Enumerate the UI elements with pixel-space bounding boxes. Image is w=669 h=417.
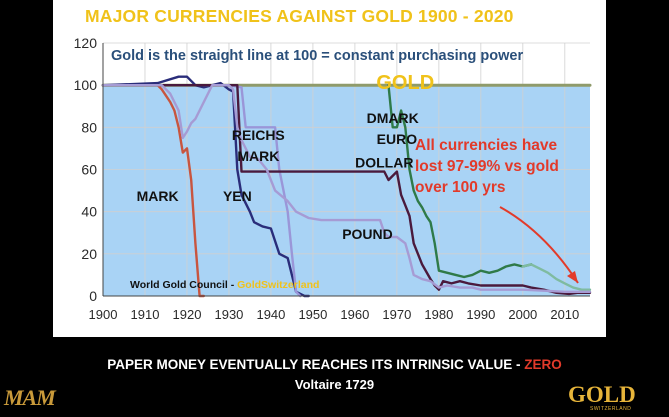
goldswitzerland-logo: GOLD bbox=[568, 382, 636, 407]
x-tick-label: 1900 bbox=[89, 307, 118, 322]
source-label: World Gold Council - GoldSwitzerland bbox=[130, 279, 319, 291]
y-tick-label: 0 bbox=[89, 288, 97, 304]
y-tick-label: 100 bbox=[74, 77, 98, 93]
x-tick-label: 1980 bbox=[424, 307, 453, 322]
y-tick-label: 80 bbox=[81, 119, 97, 135]
y-tick-label: 20 bbox=[81, 246, 97, 262]
series-label-reichs-mark: REICHS bbox=[232, 127, 285, 143]
series-label-mark: MARK bbox=[137, 188, 179, 204]
annotation-arrow bbox=[499, 206, 579, 284]
x-tick-label: 2010 bbox=[550, 307, 579, 322]
mam-logo: MAM bbox=[4, 385, 56, 410]
chart-subtitle: Gold is the straight line at 100 = const… bbox=[111, 48, 523, 64]
x-tick-label: 1920 bbox=[173, 307, 202, 322]
y-tick-label: 60 bbox=[81, 162, 97, 178]
x-tick-label: 1910 bbox=[131, 307, 160, 322]
y-tick-label: 120 bbox=[74, 35, 98, 51]
x-tick-label: 2000 bbox=[508, 307, 537, 322]
annotation-line: lost 97-99% vs gold bbox=[415, 158, 559, 175]
series-label-pound: POUND bbox=[342, 226, 393, 242]
x-tick-label: 1930 bbox=[214, 307, 243, 322]
series-line-yen bbox=[101, 75, 310, 298]
series-label-euro: EURO bbox=[377, 131, 418, 147]
series-line-mark bbox=[101, 84, 205, 298]
goldswitzerland-logo-subtitle: SWITZERLAND bbox=[590, 406, 632, 412]
x-tick-label: 1940 bbox=[256, 307, 285, 322]
series-line-dollar bbox=[101, 84, 592, 296]
source-highlight: GoldSwitzerland bbox=[237, 279, 319, 291]
plot-area bbox=[103, 85, 590, 297]
series-label-dollar: DOLLAR bbox=[355, 154, 413, 170]
gold-label: GOLD bbox=[376, 72, 434, 94]
series-line-reichs-mark bbox=[202, 84, 302, 298]
series-line-dmark bbox=[387, 84, 533, 279]
series-label-dmark: DMARK bbox=[367, 110, 419, 126]
y-tick-label: 40 bbox=[81, 204, 97, 220]
footer-text: PAPER MONEY EVENTUALLY REACHES ITS INTRI… bbox=[107, 357, 525, 372]
series-label-reichs-mark: MARK bbox=[237, 148, 279, 164]
x-tick-label: 1950 bbox=[298, 307, 327, 322]
annotation-line: All currencies have bbox=[415, 137, 558, 154]
footer-highlight: ZERO bbox=[524, 357, 562, 372]
series-line-euro bbox=[521, 263, 592, 291]
footer-attribution: Voltaire 1729 bbox=[294, 377, 375, 392]
chart-title: MAJOR CURRENCIES AGAINST GOLD 1900 - 202… bbox=[85, 6, 514, 26]
footer-message: PAPER MONEY EVENTUALLY REACHES ITS INTRI… bbox=[0, 357, 669, 372]
x-tick-label: 1970 bbox=[382, 307, 411, 322]
x-tick-label: 1990 bbox=[466, 307, 495, 322]
series-line-pound bbox=[101, 84, 592, 293]
series-label-yen: YEN bbox=[223, 188, 252, 204]
x-tick-label: 1960 bbox=[340, 307, 369, 322]
annotation-line: over 100 yrs bbox=[415, 179, 506, 196]
annotation-arrowhead bbox=[567, 271, 578, 283]
